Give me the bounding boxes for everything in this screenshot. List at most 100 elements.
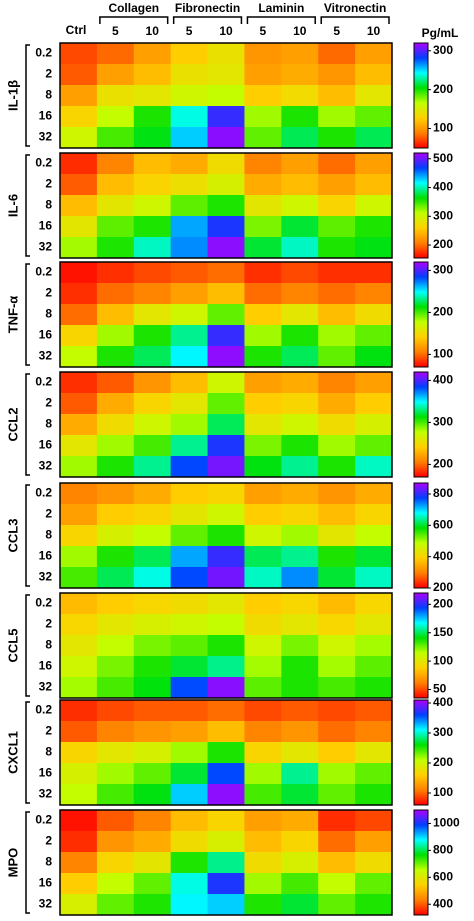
- heatmap-cell: [281, 153, 319, 175]
- heatmap-cell: [281, 414, 319, 436]
- heatmap-cell: [60, 894, 98, 916]
- heatmap-cell: [318, 873, 356, 895]
- heatmap-cell: [355, 700, 393, 722]
- heatmap-cell: [281, 127, 319, 149]
- panel-frame: [59, 261, 393, 368]
- colorbar-tick-label: 400: [433, 896, 453, 910]
- panel-bracket: [25, 594, 30, 697]
- heatmap-cell: [60, 43, 98, 65]
- heatmap-cell: [355, 614, 393, 636]
- heatmap-cell: [60, 106, 98, 128]
- heatmap-cell: [281, 700, 319, 722]
- heatmap-cell: [207, 414, 245, 436]
- row-label: 8: [45, 638, 52, 652]
- heatmap-cell: [281, 483, 319, 505]
- heatmap-cell: [355, 393, 393, 415]
- heatmap-cell: [355, 346, 393, 368]
- heatmap-cell: [170, 435, 209, 457]
- heatmap-cell: [170, 393, 209, 415]
- heatmap-cell: [96, 237, 135, 259]
- heatmap-cell: [96, 894, 135, 916]
- row-label: 8: [45, 88, 52, 102]
- colorbar-tick-label: 400: [433, 695, 453, 709]
- dose-label: 10: [146, 24, 160, 38]
- heatmap-cell: [244, 195, 282, 217]
- heatmap-cell: [170, 700, 209, 722]
- dose-label: 10: [367, 24, 381, 38]
- heatmap-cell: [96, 85, 135, 107]
- heatmap-cell: [133, 546, 172, 568]
- row-label: 0.2: [35, 156, 52, 170]
- colorbar-tick-label: 200: [433, 580, 453, 594]
- heatmap-cell: [244, 656, 282, 678]
- heatmap-cell: [355, 656, 393, 678]
- heatmap-cell: [60, 85, 98, 107]
- colorbar-tick-label: 100: [433, 347, 453, 361]
- colorbar-tick-label: 200: [433, 305, 453, 319]
- heatmap-cell: [244, 85, 282, 107]
- heatmap-cell: [170, 127, 209, 149]
- heatmap-cell: [281, 593, 319, 615]
- row-label: 8: [45, 855, 52, 869]
- heatmap-cell: [318, 237, 356, 259]
- heatmap-cell: [281, 216, 319, 238]
- heatmap-cell: [244, 831, 282, 853]
- row-label: 0.2: [35, 813, 52, 827]
- heatmap-cell: [318, 456, 356, 478]
- colorbar: [413, 261, 429, 368]
- heatmap-cell: [207, 810, 245, 832]
- group-label: Collagen: [108, 1, 159, 15]
- heatmap-cell: [207, 894, 245, 916]
- row-label: 0.2: [35, 703, 52, 717]
- group-bracket: [320, 16, 390, 24]
- heatmap-cell: [60, 372, 98, 394]
- heatmap-cell: [244, 894, 282, 916]
- heatmap-cell: [133, 677, 172, 699]
- row-label: 32: [39, 459, 53, 473]
- panel-title: TNF-α: [5, 296, 20, 334]
- heatmap-cell: [96, 414, 135, 436]
- heatmap-cell: [318, 677, 356, 699]
- heatmap-cell: [244, 43, 282, 65]
- row-label: 32: [39, 570, 53, 584]
- group-label: Fibronectin: [175, 1, 240, 15]
- heatmap-cell: [244, 283, 282, 305]
- heatmap-cell: [244, 504, 282, 526]
- heatmap-cell: [244, 677, 282, 699]
- heatmap-cell: [60, 504, 98, 526]
- heatmap-cell: [60, 635, 98, 657]
- heatmap-cell: [170, 852, 209, 874]
- heatmap-cell: [60, 435, 98, 457]
- heatmap-cell: [133, 372, 172, 394]
- heatmap-cell: [318, 483, 356, 505]
- heatmap-cell: [244, 262, 282, 284]
- colorbar-tick-label: 600: [433, 869, 453, 883]
- heatmap-cell: [244, 742, 282, 764]
- heatmap-cell: [281, 262, 319, 284]
- heatmap-cell: [170, 304, 209, 326]
- heatmap-cell: [244, 153, 282, 175]
- row-label: 8: [45, 307, 52, 321]
- row-label: 32: [39, 240, 53, 254]
- heatmap-cell: [318, 810, 356, 832]
- heatmap-cell: [244, 346, 282, 368]
- heatmap-cell: [96, 546, 135, 568]
- heatmap-cell: [96, 106, 135, 128]
- heatmap-cell: [170, 894, 209, 916]
- heatmap-cell: [355, 567, 393, 589]
- heatmap-cell: [244, 593, 282, 615]
- heatmap-cell: [318, 216, 356, 238]
- heatmap-cell: [355, 304, 393, 326]
- colorbar-tick-label: 500: [433, 151, 453, 165]
- heatmap-cell: [318, 831, 356, 853]
- heatmap-cell: [355, 237, 393, 259]
- colorbar-tick-label: 200: [433, 755, 453, 769]
- heatmap-cell: [318, 546, 356, 568]
- heatmap-cell: [281, 237, 319, 259]
- heatmap-cell: [96, 346, 135, 368]
- heatmap-cell: [60, 677, 98, 699]
- heatmap-cell: [96, 677, 135, 699]
- row-label: 16: [39, 549, 53, 563]
- colorbar-tick-label: 400: [433, 549, 453, 563]
- heatmap-cell: [281, 831, 319, 853]
